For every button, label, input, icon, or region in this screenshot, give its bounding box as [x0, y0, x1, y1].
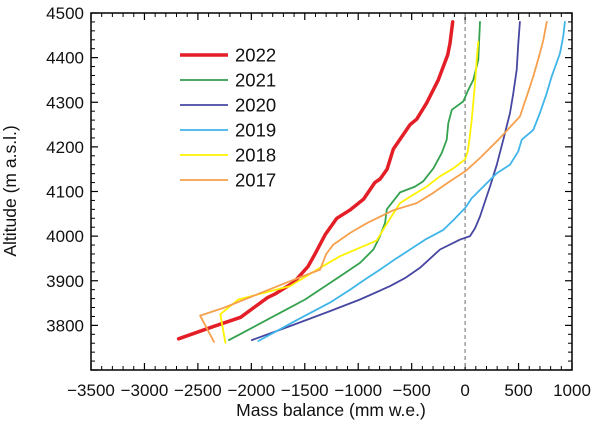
legend-layer: 2022 2021 2020 2019 2018 2017	[180, 45, 276, 191]
legend-label-2021: 2021	[235, 70, 276, 91]
ticks-layer: −3500 −3000 −2500 −2000 −1500 −1000 −500 0 500 10…	[46, 4, 591, 400]
x-tick-label: 500	[504, 381, 532, 400]
x-tick-label: −3500	[67, 381, 115, 400]
x-tick-label: −2000	[227, 381, 275, 400]
y-tick-label: 4400	[46, 49, 84, 68]
y-tick-label: 4200	[46, 138, 84, 157]
y-tick-label: 4300	[46, 93, 84, 112]
series-line-2021	[227, 20, 481, 342]
series-line-2017	[199, 20, 548, 343]
y-tick-label: 4100	[46, 183, 84, 202]
x-tick-label: −3000	[121, 381, 169, 400]
legend-label-2018: 2018	[235, 145, 276, 166]
series-line-2022	[176, 20, 455, 341]
y-axis-title: Altitude (m a.s.l.)	[0, 125, 20, 256]
x-tick-label: 0	[460, 381, 469, 400]
y-tick-label: 3800	[46, 316, 84, 335]
series-line-2019	[257, 20, 566, 342]
legend-label-2020: 2020	[235, 95, 276, 116]
series-line-2018	[219, 40, 480, 344]
x-tick-label: −1000	[334, 381, 382, 400]
x-tick-label: −2500	[174, 381, 222, 400]
legend-label-2022: 2022	[235, 45, 276, 66]
legend-label-2017: 2017	[235, 170, 276, 191]
y-tick-label: 4000	[46, 227, 84, 246]
legend-label-2019: 2019	[235, 120, 276, 141]
x-axis-title: Mass balance (mm w.e.)	[236, 400, 426, 420]
x-tick-label: 1000	[553, 381, 591, 400]
series-layer	[176, 20, 566, 344]
y-tick-label: 3900	[46, 272, 84, 291]
x-tick-label: −500	[393, 381, 431, 400]
series-line-2020	[250, 20, 521, 342]
plot-border	[90, 12, 573, 371]
x-tick-label: −1500	[281, 381, 329, 400]
y-tick-label: 4500	[46, 4, 84, 23]
